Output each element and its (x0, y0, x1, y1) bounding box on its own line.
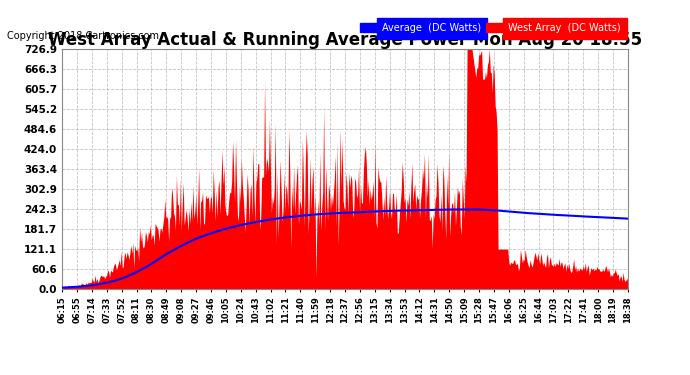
Text: Copyright 2018 Cartronics.com: Copyright 2018 Cartronics.com (7, 32, 159, 41)
Title: West Array Actual & Running Average Power Mon Aug 20 18:55: West Array Actual & Running Average Powe… (48, 31, 642, 49)
Legend: Average  (DC Watts), West Array  (DC Watts): Average (DC Watts), West Array (DC Watts… (358, 21, 623, 35)
